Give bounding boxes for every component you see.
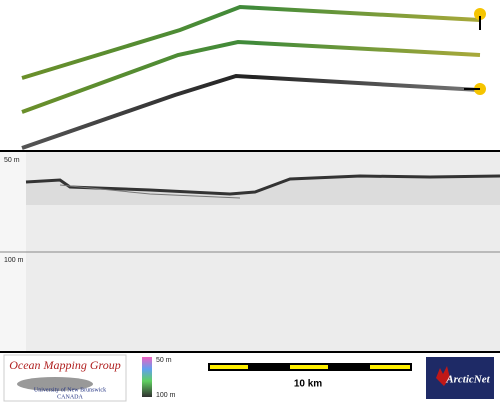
maple-leaf [436, 366, 450, 386]
scale-bar-segment [210, 365, 248, 369]
color-scale-label: 100 m [156, 392, 176, 399]
track-line [21, 39, 481, 114]
track-line [21, 73, 481, 150]
scale-bar-segment [290, 365, 328, 369]
seabed-echo [25, 174, 500, 196]
logo-art [17, 377, 93, 391]
logo-country: CANADA [57, 394, 83, 400]
logo-subtitle: University of New Brunswick [34, 386, 106, 393]
logo-title: Ocean Mapping Group [9, 358, 121, 372]
vessel-icon [474, 8, 486, 20]
color-scale [142, 357, 152, 397]
partner-name: ArcticNet [445, 374, 490, 386]
depth-label: 50 m [4, 157, 20, 164]
seabed-echo [59, 184, 241, 199]
track-line [21, 4, 481, 80]
color-scale-label: 50 m [156, 357, 172, 364]
depth-label: 100 m [4, 257, 24, 264]
scale-bar-label: 10 km [294, 379, 322, 390]
scale-bar-segment [370, 365, 410, 369]
